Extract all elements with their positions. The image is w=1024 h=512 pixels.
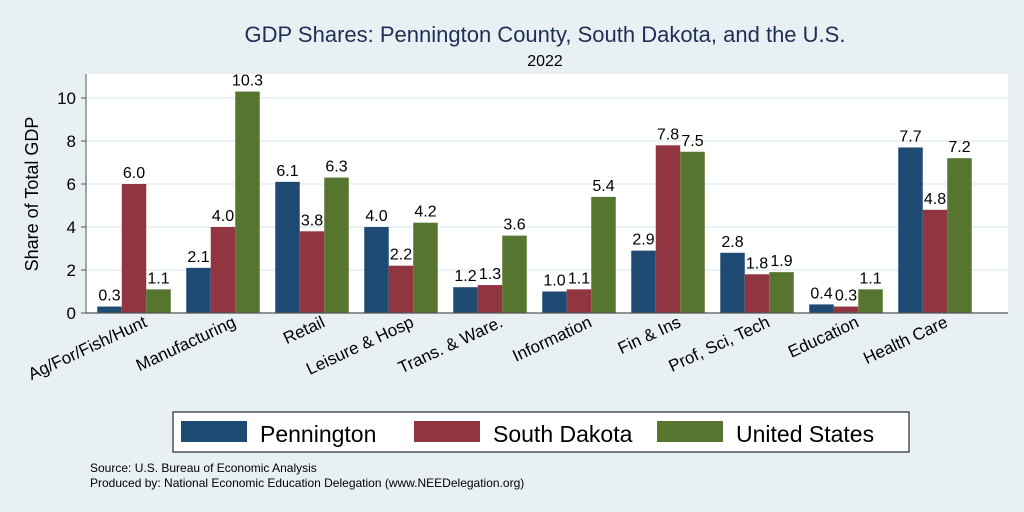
data-label: 1.1 — [859, 270, 881, 287]
data-label: 1.8 — [746, 255, 768, 272]
data-label: 4.0 — [365, 208, 387, 225]
data-label: 4.0 — [212, 208, 234, 225]
produced-by-note: Produced by: National Economic Education… — [90, 476, 525, 490]
y-tick-label: 4 — [67, 218, 76, 237]
legend-swatch-united-states — [657, 421, 723, 442]
bar-south-dakota — [566, 289, 592, 313]
y-tick-label: 8 — [67, 132, 76, 151]
bar-united-states — [680, 151, 705, 313]
bar-united-states — [858, 289, 883, 313]
x-category-label: Ag/For/Fish/Hunt — [25, 312, 150, 384]
data-labels: 0.3 6.0 1.1 2.1 4.0 10.3 6.1 3.8 6.3 4.0 2.2 4.2 1.2… — [98, 73, 970, 305]
legend: Pennington South Dakota United States — [172, 411, 910, 453]
bar-pennington — [631, 250, 656, 313]
legend-swatch-pennington — [181, 421, 247, 442]
legend-label: United States — [736, 421, 874, 447]
bar-south-dakota — [477, 285, 503, 313]
data-label: 1.3 — [479, 266, 501, 283]
bar-united-states — [591, 196, 616, 313]
bar-pennington — [898, 147, 923, 313]
data-label: 7.8 — [657, 126, 679, 143]
bar-south-dakota — [922, 209, 948, 313]
data-label: 4.2 — [414, 204, 436, 221]
bar-united-states — [947, 158, 972, 313]
legend-swatch-south-dakota — [414, 421, 480, 442]
chart-subtitle: 2022 — [527, 53, 563, 70]
data-label: 1.2 — [454, 268, 476, 285]
x-category-label: Information — [510, 312, 595, 365]
x-category-label: Fin & Ins — [615, 312, 684, 358]
legend-label: South Dakota — [493, 421, 633, 447]
data-label: 6.1 — [276, 163, 298, 180]
data-label: 2.2 — [390, 247, 412, 264]
data-label: 0.4 — [810, 285, 832, 302]
data-label: 1.9 — [770, 253, 792, 270]
x-category-label: Manufacturing — [133, 312, 239, 375]
data-label: 1.1 — [568, 270, 590, 287]
bar-south-dakota — [744, 274, 770, 313]
data-label: 0.3 — [835, 288, 857, 305]
data-label: 5.4 — [592, 178, 614, 195]
bar-pennington — [453, 287, 478, 313]
bar-united-states — [235, 91, 260, 313]
data-label: 0.3 — [98, 288, 120, 305]
data-label: 4.8 — [924, 191, 946, 208]
data-label: 2.9 — [632, 232, 654, 249]
y-ticks: 0 2 4 6 8 10 — [57, 89, 86, 323]
x-category-label: Health Care — [860, 312, 950, 368]
data-label: 3.6 — [503, 217, 525, 234]
bar-south-dakota — [833, 306, 859, 313]
x-category-label: Retail — [280, 312, 327, 348]
x-category-label: Prof, Sci, Tech — [666, 312, 773, 375]
bar-united-states — [146, 289, 171, 313]
y-axis-label: Share of Total GDP — [22, 117, 42, 272]
data-label: 7.5 — [681, 133, 703, 150]
bar-united-states — [413, 222, 438, 313]
data-label: 3.8 — [301, 212, 323, 229]
data-label: 10.3 — [232, 73, 263, 90]
bar-south-dakota — [388, 265, 414, 313]
bar-united-states — [324, 177, 349, 313]
data-label: 2.1 — [187, 249, 209, 266]
bar-united-states — [502, 235, 527, 313]
bar-pennington — [809, 304, 834, 313]
bar-pennington — [186, 267, 211, 313]
bar-south-dakota — [210, 227, 236, 313]
bars — [97, 91, 972, 313]
bar-pennington — [720, 252, 745, 313]
y-tick-label: 2 — [67, 261, 76, 280]
data-label: 1.0 — [543, 273, 565, 290]
y-tick-label: 0 — [67, 304, 76, 323]
bar-pennington — [364, 227, 389, 313]
chart-title: GDP Shares: Pennington County, South Dak… — [245, 22, 846, 47]
bar-united-states — [769, 272, 794, 313]
bar-pennington — [97, 306, 122, 313]
bar-pennington — [275, 181, 300, 313]
data-label: 1.1 — [147, 270, 169, 287]
y-tick-label: 10 — [57, 89, 76, 108]
bar-pennington — [542, 291, 567, 313]
data-label: 2.8 — [721, 234, 743, 251]
x-category-label: Education — [785, 312, 862, 361]
bar-south-dakota — [299, 231, 325, 313]
data-label: 7.7 — [899, 128, 921, 145]
data-label: 7.2 — [948, 139, 970, 156]
source-note: Source: U.S. Bureau of Economic Analysis — [90, 461, 317, 475]
y-tick-label: 6 — [67, 175, 76, 194]
legend-label: Pennington — [260, 421, 376, 447]
bar-south-dakota — [655, 145, 681, 313]
legend-box — [172, 411, 910, 453]
data-label: 6.0 — [123, 165, 145, 182]
bar-south-dakota — [121, 184, 147, 313]
data-label: 6.3 — [325, 159, 347, 176]
